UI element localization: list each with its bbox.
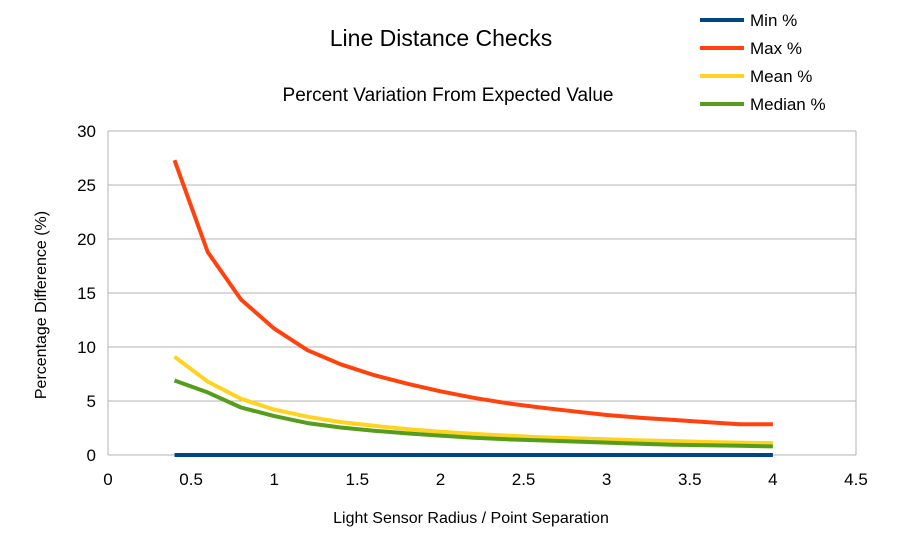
x-tick-label: 0 (103, 470, 112, 489)
legend-label-max: Max % (750, 39, 802, 58)
x-tick-label: 1.5 (346, 470, 370, 489)
y-tick-label: 20 (77, 230, 96, 249)
legend-label-mean: Mean % (750, 67, 812, 86)
x-tick-label: 0.5 (179, 470, 203, 489)
y-tick-label: 0 (87, 446, 96, 465)
x-tick-label: 2 (436, 470, 445, 489)
x-tick-label: 2.5 (512, 470, 536, 489)
x-tick-label: 4.5 (844, 470, 868, 489)
series-line-mean (173, 355, 773, 446)
x-axis-label: Light Sensor Radius / Point Separation (333, 510, 609, 527)
series-line-median (173, 378, 773, 449)
x-tick-label: 1 (269, 470, 278, 489)
legend-label-median: Median % (750, 95, 826, 114)
y-tick-label: 10 (77, 338, 96, 357)
y-tick-label: 25 (77, 176, 96, 195)
x-tick-label: 3 (602, 470, 611, 489)
chart-subtitle: Percent Variation From Expected Value (283, 85, 614, 106)
chart-title: Line Distance Checks (330, 25, 552, 51)
x-tick-label: 3.5 (678, 470, 702, 489)
y-tick-label: 5 (87, 392, 96, 411)
y-tick-label: 15 (77, 284, 96, 303)
series-line-max (172, 159, 773, 427)
y-axis-label: Percentage Difference (%) (33, 211, 50, 399)
legend-label-min: Min % (750, 11, 797, 30)
x-tick-label: 4 (768, 470, 777, 489)
y-tick-label: 30 (77, 122, 96, 141)
